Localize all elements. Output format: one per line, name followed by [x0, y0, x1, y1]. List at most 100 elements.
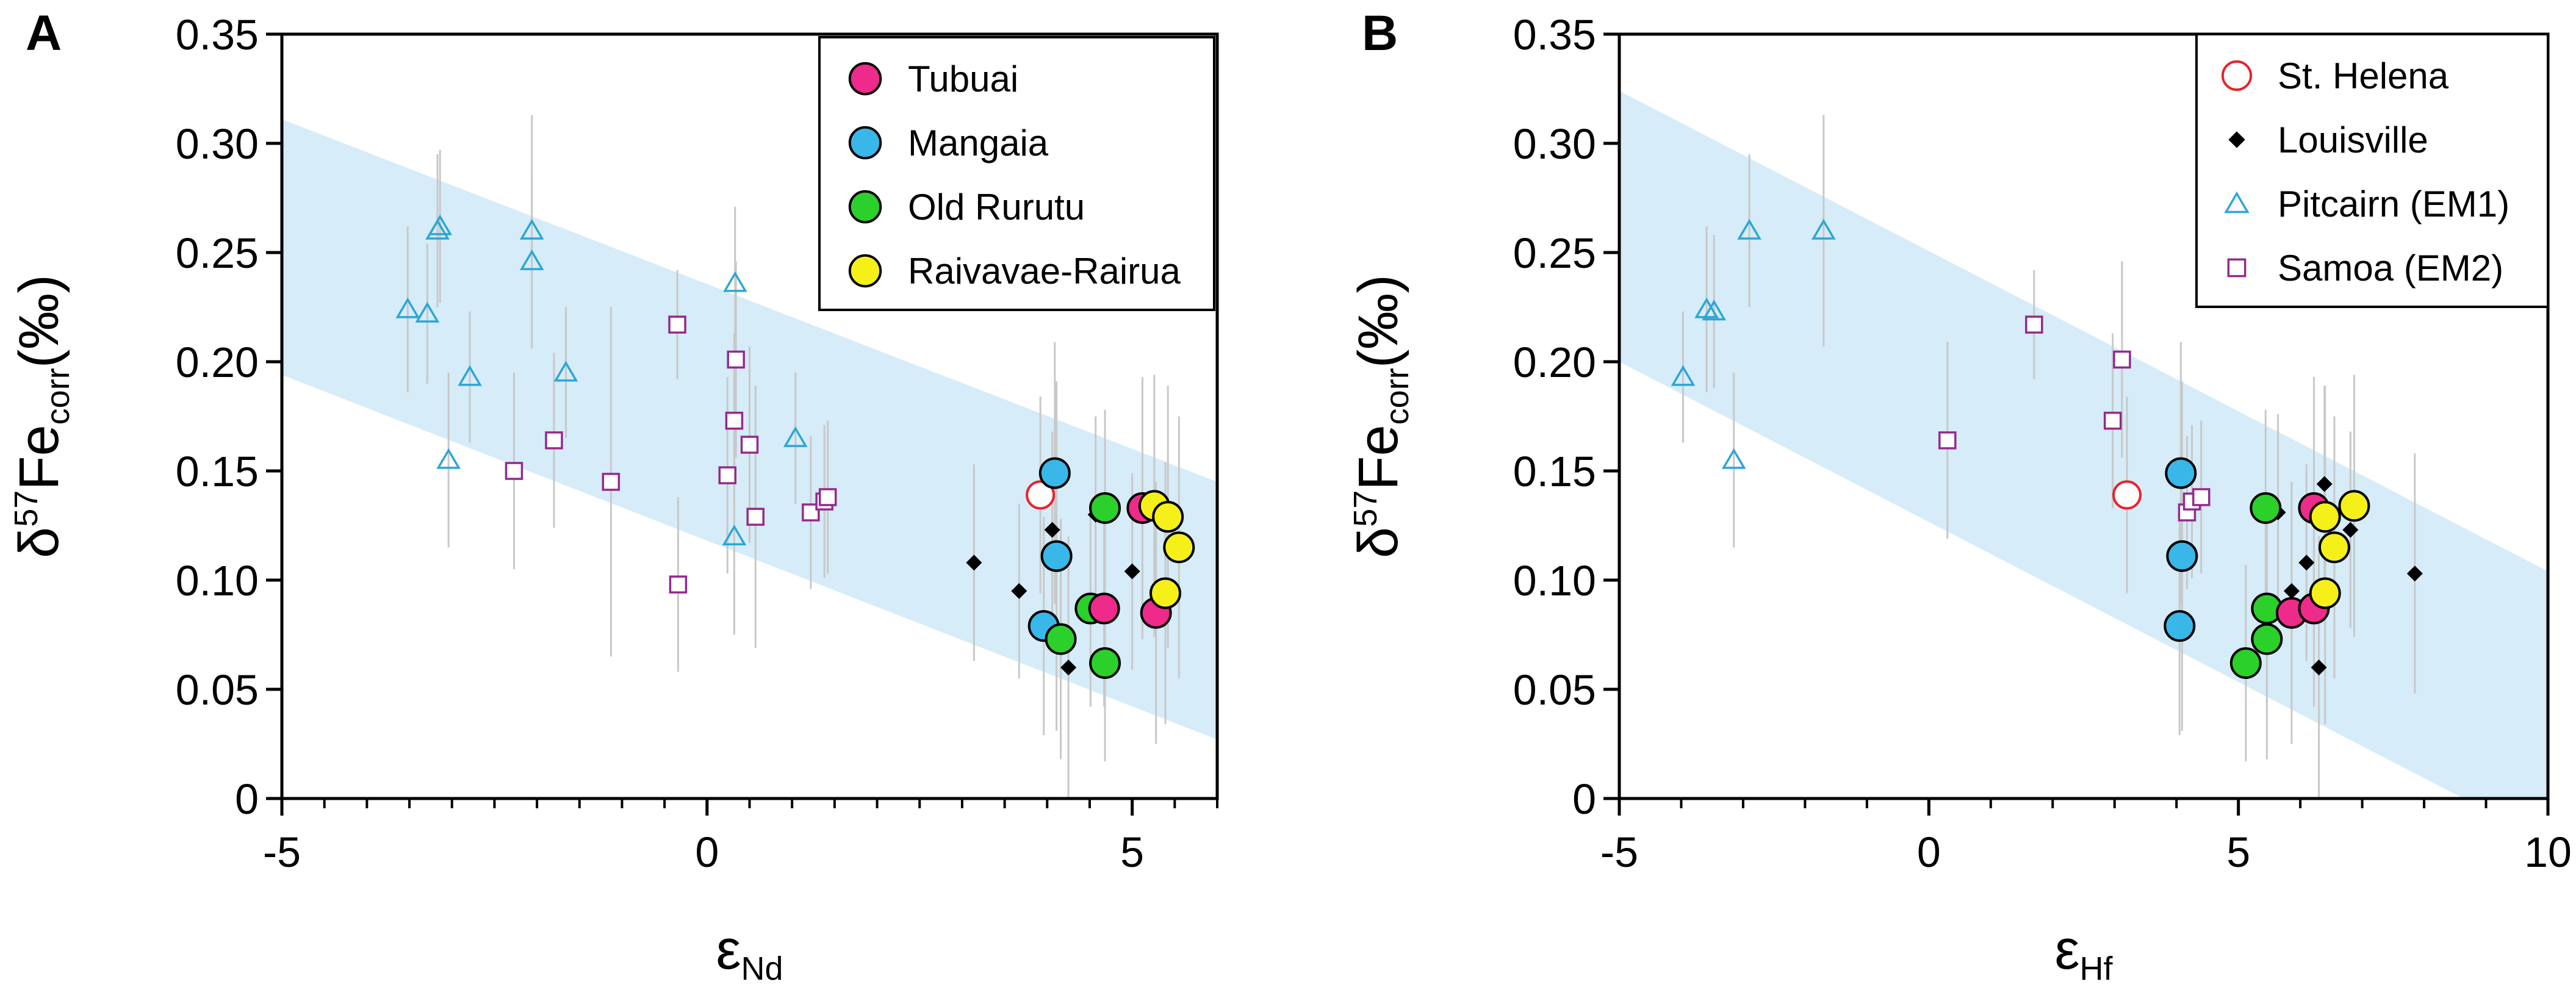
- data-point-samoa-0: [1938, 431, 1957, 450]
- data-point-samoa-7: [727, 350, 745, 369]
- data-point-pitcairn-0: [395, 297, 420, 318]
- legend-label-mangaia: Mangaia: [908, 123, 1049, 163]
- plot-area: [282, 115, 1217, 799]
- y-tick-label: 0.05: [176, 666, 259, 714]
- legend-entry-tubuai: Tubuai: [848, 59, 1018, 99]
- data-point-louisville-5: [1124, 563, 1140, 580]
- series-mangaia: [2164, 457, 2198, 642]
- legend-entry-st_helena: St. Helena: [2221, 56, 2449, 96]
- y-axis-label-unit: (‰): [8, 275, 70, 368]
- y-tick-label: 0.20: [1513, 339, 1596, 386]
- series-samoa: [1938, 315, 2211, 522]
- data-point-samoa-1: [545, 431, 563, 450]
- legend-marker-mangaia: [848, 126, 882, 160]
- plot-area: [1619, 91, 2548, 799]
- data-point-louisville-2: [2298, 555, 2315, 571]
- data-point-louisville-6: [2406, 565, 2423, 582]
- legend-marker-pitcairn: [2224, 191, 2250, 214]
- data-point-st_helena-0: [2112, 480, 2142, 510]
- data-point-samoa-8: [740, 436, 759, 454]
- y-tick-label: 0.35: [1513, 11, 1596, 59]
- series-old_rurutu: [2229, 492, 2283, 680]
- y-tick-label: 0.20: [176, 339, 259, 386]
- y-tick-label: 0.15: [176, 448, 259, 495]
- data-point-louisville-2: [1044, 522, 1060, 538]
- data-point-louisville-1: [1011, 583, 1027, 599]
- data-point-pitcairn-1: [415, 301, 440, 323]
- legend-marker-raivavae: [848, 254, 882, 288]
- y-axis-label-sup: 57: [1347, 490, 1384, 527]
- legend-entry-louisville: Louisville: [2228, 120, 2428, 160]
- x-tick-label: -5: [263, 828, 301, 876]
- x-tick-label: 5: [1120, 828, 1144, 876]
- y-axis-label: δ57Fecorr(‰): [1347, 275, 1416, 558]
- data-point-samoa-5: [718, 466, 737, 484]
- data-point-pitcairn-3: [428, 214, 453, 235]
- y-tick-label: 0.15: [1513, 448, 1596, 495]
- data-point-samoa-9: [746, 508, 765, 526]
- data-point-pitcairn-8: [553, 361, 578, 382]
- data-point-mangaia-1: [2165, 457, 2197, 489]
- y-tick-label: 0.10: [1513, 557, 1596, 605]
- legend-marker-samoa: [2227, 258, 2247, 278]
- data-point-st_helena-0: [1026, 480, 1056, 510]
- y-tick-label: 0: [1572, 775, 1596, 823]
- y-axis-label-sub: corr: [1379, 368, 1416, 425]
- series-pitcairn: [395, 214, 808, 545]
- data-point-samoa-12: [818, 488, 837, 506]
- data-point-raivavae-1: [2309, 501, 2341, 533]
- legend-label-louisville: Louisville: [2278, 120, 2428, 160]
- data-point-louisville-0: [966, 555, 982, 571]
- legend-label-old_rurutu: Old Rurutu: [908, 187, 1085, 228]
- y-axis-label-sup: 57: [8, 490, 45, 527]
- y-axis-label-main: δ: [8, 527, 70, 558]
- data-point-mangaia-1: [1038, 457, 1071, 489]
- data-point-old_rurutu-1: [2251, 623, 2283, 655]
- legend-entry-old_rurutu: Old Rurutu: [848, 187, 1085, 228]
- legend-box: [2195, 33, 2549, 308]
- data-point-louisville-1: [2283, 583, 2300, 599]
- data-point-raivavae-2: [1152, 501, 1184, 533]
- data-point-pitcairn-3: [1721, 448, 1746, 469]
- y-axis-label-main: δ: [1347, 527, 1409, 558]
- y-axis-label-mid: Fe: [1347, 425, 1409, 490]
- legend-label-raivavae: Raivavae-Rairua: [908, 251, 1181, 292]
- y-tick-label: 0.10: [176, 557, 259, 605]
- data-point-samoa-6: [725, 411, 744, 430]
- data-point-mangaia-0: [2164, 610, 2196, 642]
- legend-label-st_helena: St. Helena: [2278, 56, 2449, 96]
- y-axis-label-unit: (‰): [1347, 275, 1409, 368]
- plot-frame: [1617, 32, 2550, 800]
- data-point-louisville-4: [2316, 476, 2333, 492]
- y-tick-label: 0.30: [176, 120, 259, 168]
- data-point-old_rurutu-3: [1089, 492, 1121, 524]
- series-st_helena: [2112, 480, 2142, 510]
- legend-box: [818, 36, 1215, 311]
- data-point-raivavae-2: [2318, 531, 2350, 564]
- panel-label: A: [26, 5, 62, 61]
- data-point-pitcairn-4: [1737, 218, 1761, 240]
- data-point-pitcairn-1: [1694, 297, 1719, 318]
- legend-marker-st_helena: [2221, 60, 2253, 92]
- data-point-raivavae-3: [2338, 490, 2370, 522]
- legend-entry-pitcairn: Pitcairn (EM1): [2224, 184, 2509, 224]
- data-point-louisville-3: [1060, 659, 1077, 676]
- x-axis-label-sub: Hf: [2080, 950, 2114, 987]
- data-point-pitcairn-9: [722, 271, 747, 292]
- data-point-samoa-3: [2113, 350, 2131, 369]
- legend: Tubuai Mangaia Old Rurutu Raivavae-Rairua: [818, 36, 1215, 311]
- data-point-louisville-5: [2342, 522, 2359, 538]
- panel-label: B: [1362, 5, 1398, 61]
- y-axis-label-mid: Fe: [8, 425, 70, 490]
- data-point-samoa-2: [602, 473, 621, 491]
- data-point-samoa-4: [669, 575, 688, 594]
- data-point-samoa-3: [668, 315, 686, 334]
- legend-marker-tubuai: [848, 62, 882, 96]
- data-point-old_rurutu-0: [1045, 623, 1077, 655]
- series-st_helena: [1026, 480, 1056, 510]
- y-tick-label: 0.25: [1513, 229, 1596, 277]
- data-point-mangaia-2: [2166, 540, 2198, 572]
- legend-entry-raivavae: Raivavae-Rairua: [848, 251, 1181, 292]
- series-raivavae: [1138, 490, 1195, 609]
